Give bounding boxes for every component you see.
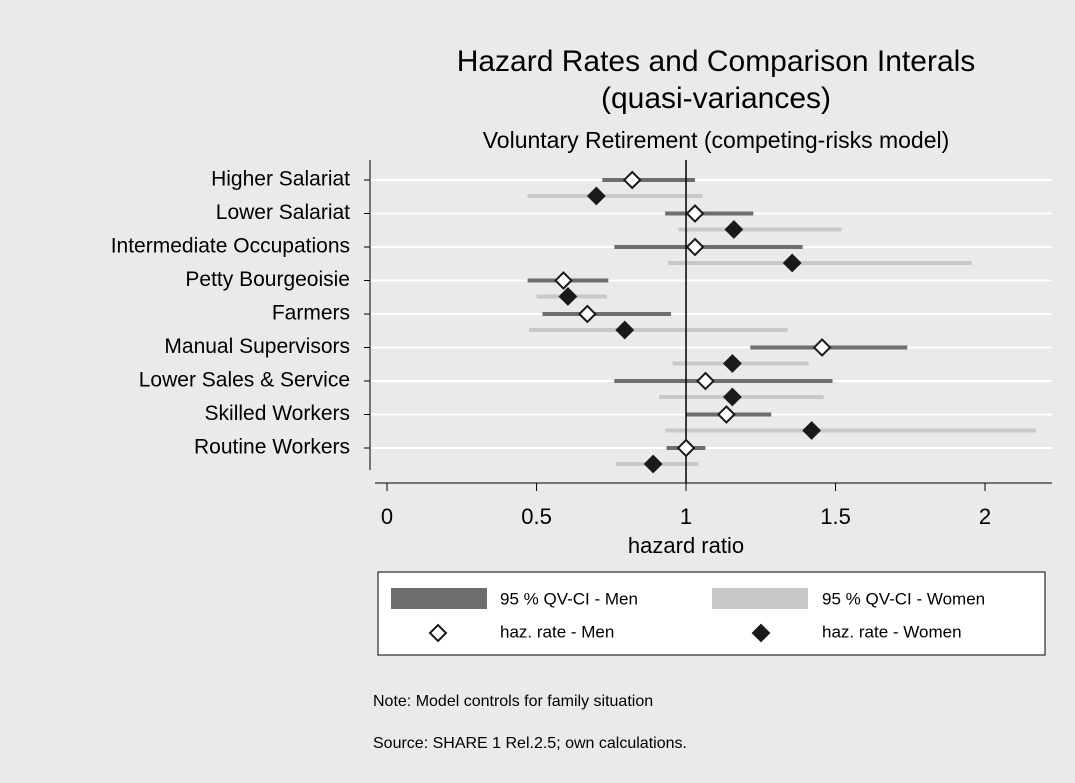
legend-label: haz. rate - Women <box>822 622 962 641</box>
marker <box>722 387 742 407</box>
ci-bar <box>614 379 833 383</box>
legend-label: 95 % QV-CI - Men <box>500 589 638 608</box>
x-tick-label: 1.5 <box>820 504 851 529</box>
x-axis-label: hazard ratio <box>628 533 744 558</box>
y-tick-label: Skilled Workers <box>205 402 350 425</box>
y-tick-label: Farmers <box>272 302 350 325</box>
x-tick-label: 1 <box>680 504 692 529</box>
y-tick-label: Routine Workers <box>194 436 350 459</box>
marker <box>615 320 635 340</box>
chart-title: Hazard Rates and Comparison Interals <box>457 45 976 78</box>
ci-bar <box>614 245 803 249</box>
ci-bar <box>527 194 703 198</box>
marker <box>685 204 705 223</box>
y-tick-label: Lower Sales & Service <box>139 369 350 392</box>
marker <box>643 454 663 474</box>
legend-label: 95 % QV-CI - Women <box>822 589 985 608</box>
marker <box>802 421 822 440</box>
marker <box>722 354 742 373</box>
ci-bar <box>602 178 696 182</box>
marker <box>554 271 573 290</box>
ci-bar <box>665 211 754 216</box>
y-tick-label: Lower Salariat <box>216 201 350 224</box>
note: Source: SHARE 1 Rel.2.5; own calculation… <box>373 735 687 752</box>
legend-label: haz. rate - Men <box>500 622 614 641</box>
chart-subtitle: Voluntary Retirement (competing-risks mo… <box>483 127 950 153</box>
x-tick-label: 0 <box>381 504 393 529</box>
legend-marker <box>428 623 448 643</box>
marker <box>724 220 744 239</box>
marker <box>586 186 606 206</box>
marker <box>685 237 705 257</box>
marker <box>696 371 715 391</box>
legend-swatch <box>391 588 487 609</box>
x-tick-label: 0.5 <box>521 504 552 529</box>
y-tick-label: Petty Bourgeoisie <box>185 268 350 291</box>
y-tick-label: Higher Salariat <box>211 168 350 191</box>
marker <box>622 170 642 190</box>
ci-bar <box>542 312 672 316</box>
marker <box>676 438 696 458</box>
ci-bar <box>678 227 842 232</box>
chart-title: (quasi-variances) <box>601 82 831 115</box>
marker <box>558 287 578 306</box>
legend-marker <box>751 623 771 643</box>
marker <box>716 405 736 424</box>
ci-bar <box>529 328 788 332</box>
legend-swatch <box>712 588 808 609</box>
marker <box>782 253 802 273</box>
marker <box>812 338 832 357</box>
marker <box>577 304 597 324</box>
y-tick-label: Manual Supervisors <box>164 335 350 358</box>
note: Note: Model controls for family situatio… <box>373 693 653 710</box>
legend-box <box>377 571 1046 656</box>
y-tick-label: Intermediate Occupations <box>111 235 350 258</box>
ci-bar <box>665 428 1036 433</box>
ci-bar <box>668 261 972 265</box>
x-tick-label: 2 <box>979 504 991 529</box>
